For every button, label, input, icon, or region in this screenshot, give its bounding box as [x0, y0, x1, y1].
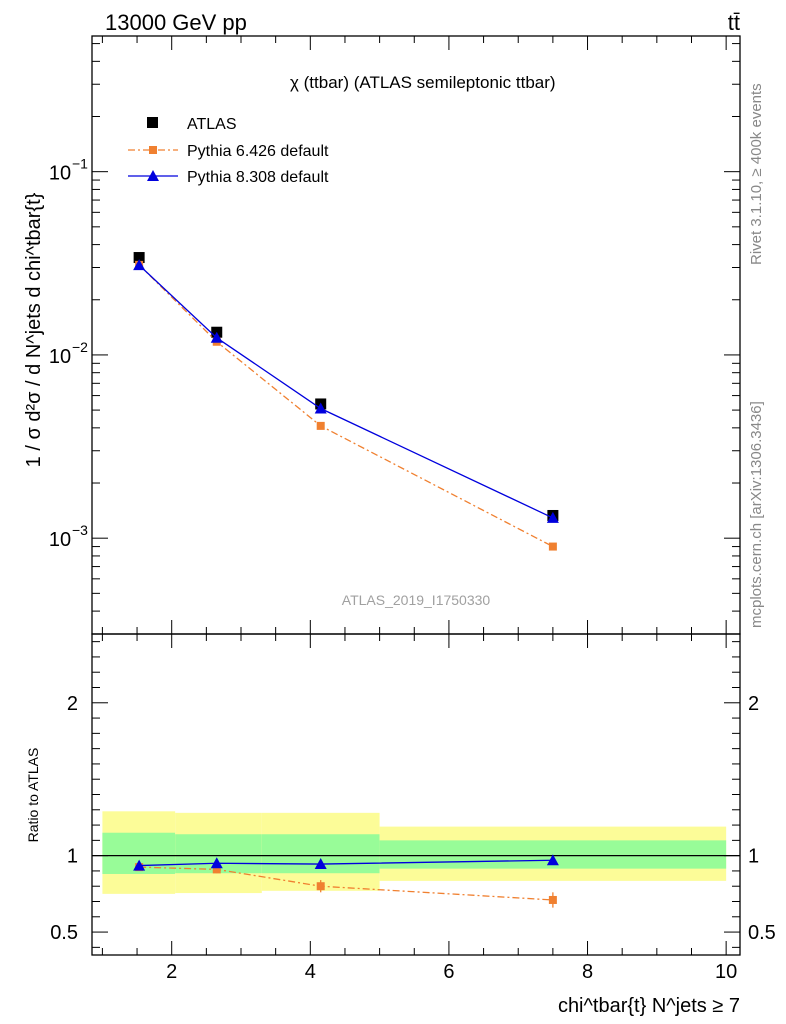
legend-py8-marker: [147, 170, 159, 181]
ratio-panel: 2 4 6 8 10 0.5 0.5 1 1 2 2 Ratio to ATLAS: [25, 633, 776, 983]
energy-label: 13000 GeV pp: [105, 10, 247, 35]
ratio-point-2: [546, 854, 559, 866]
legend-atlas-label: ATLAS: [187, 116, 237, 133]
data-point-2: [314, 402, 327, 414]
ratio-line-2: [139, 859, 553, 867]
y-axis-label: 1 / σ d²σ / d N^jets d chi^tbar{t}: [23, 192, 45, 467]
x-tick-label: 2: [166, 961, 177, 983]
ratio-axis-ticks: 2 4 6 8 10 0.5 0.5 1 1 2 2: [50, 634, 776, 983]
x-axis-label: chi^tbar{t} N^jets ≥ 7: [558, 995, 740, 1017]
ratio-series: [133, 854, 559, 908]
chart-title: χ (ttbar) (ATLAS semileptonic ttbar): [290, 73, 556, 92]
y-tick-label: 10: [49, 163, 71, 185]
main-frame: [91, 35, 741, 635]
legend-py8-label: Pythia 8.308 default: [187, 169, 329, 186]
ratio-line-1: [139, 866, 553, 901]
ratio-point-2: [314, 858, 327, 870]
ratio-tick-label-right: 0.5: [748, 922, 776, 944]
x-tick-label: 10: [715, 961, 737, 983]
data-point-1: [548, 542, 557, 551]
x-tick-label: 8: [582, 961, 593, 983]
x-tick-label: 6: [443, 961, 454, 983]
ratio-frame: [91, 633, 741, 956]
y-tick-label: 10: [49, 346, 71, 368]
y-tick-label: 10: [49, 529, 71, 551]
process-label: tt̄: [728, 10, 740, 35]
ratio-point-2: [133, 859, 146, 871]
ratio-tick-label: 2: [67, 693, 78, 715]
rivet-label: Rivet 3.1.10, ≥ 400k events: [748, 83, 765, 265]
legend-atlas-marker: [147, 117, 158, 128]
data-point-1: [316, 421, 325, 430]
ratio-point-1: [316, 882, 325, 891]
main-panel: 10−310−210−1 χ (ttbar) (ATLAS semilepton…: [23, 35, 741, 635]
series-line-2: [138, 264, 554, 519]
data-point-2: [546, 511, 559, 523]
series-line-1: [138, 264, 554, 548]
main-series: [133, 252, 559, 551]
analysis-id: ATLAS_2019_I1750330: [342, 592, 491, 608]
data-point-0: [133, 252, 145, 264]
y-tick-exponent: −1: [72, 156, 88, 172]
ratio-point-1: [548, 895, 557, 904]
x-tick-label: 4: [305, 961, 316, 983]
ratio-tick-label: 0.5: [50, 922, 78, 944]
legend-py6-marker: [149, 146, 157, 154]
ratio-bands: [92, 811, 740, 894]
main-axis-ticks: 10−310−210−1: [49, 36, 740, 635]
legend-py6-label: Pythia 6.426 default: [187, 143, 329, 160]
ratio-axis-label: Ratio to ATLAS: [25, 748, 41, 843]
y-tick-exponent: −3: [72, 522, 88, 538]
y-tick-exponent: −2: [72, 339, 88, 355]
ratio-point-2: [210, 857, 223, 869]
data-point-2: [210, 331, 223, 343]
legend: ATLAS Pythia 6.426 default Pythia 8.308 …: [128, 116, 329, 186]
mcplots-label: mcplots.cern.ch [arXiv:1306.3436]: [748, 401, 765, 628]
ratio-point-1: [212, 865, 221, 874]
data-point-2: [133, 259, 146, 271]
ratio-tick-label-right: 2: [748, 693, 759, 715]
ratio-tick-label: 1: [67, 846, 78, 868]
ratio-tick-label-right: 1: [748, 846, 759, 868]
